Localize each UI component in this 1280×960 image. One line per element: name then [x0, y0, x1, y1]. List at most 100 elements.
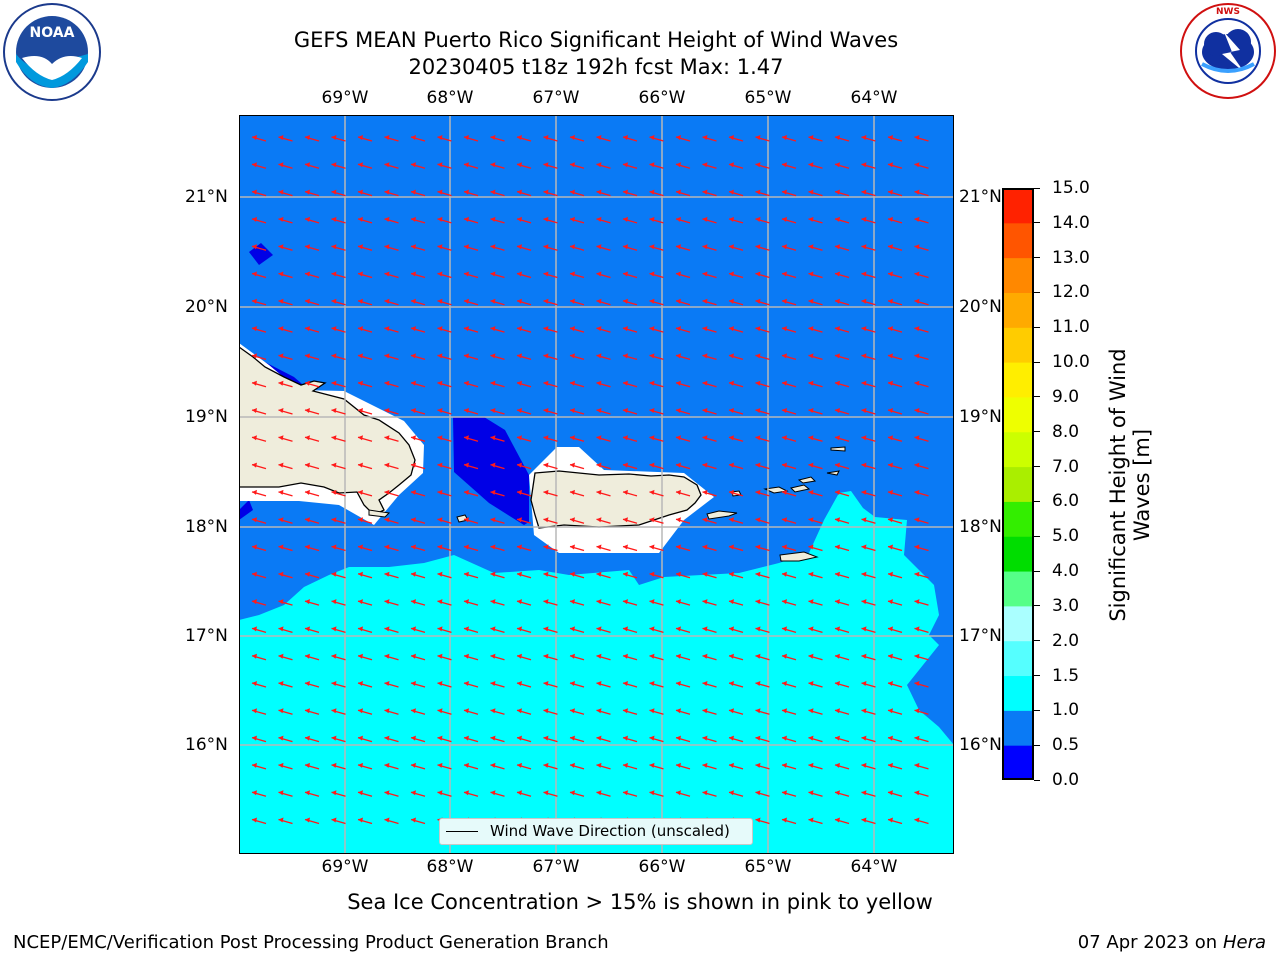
wave-direction-arrow	[437, 326, 452, 333]
wave-direction-arrow	[251, 162, 267, 169]
wave-direction-arrow	[887, 544, 903, 552]
wave-direction-arrow	[543, 599, 558, 606]
wave-direction-arrow	[834, 735, 850, 743]
wave-direction-arrow	[675, 408, 691, 415]
wave-direction-arrow	[251, 599, 267, 606]
wave-direction-arrow	[728, 599, 744, 606]
wave-direction-arrow	[357, 298, 373, 306]
wave-direction-arrow	[437, 435, 452, 442]
wave-direction-arrow	[304, 189, 320, 197]
colorbar-bin	[1002, 327, 1034, 363]
colorbar-tick-label: 3.0	[1052, 595, 1080, 616]
wave-direction-arrow	[808, 653, 823, 661]
wave-direction-arrow	[675, 790, 691, 797]
wave-direction-arrow	[702, 189, 717, 197]
wave-direction-arrow	[490, 298, 505, 306]
wave-direction-arrow	[622, 762, 638, 770]
wave-direction-arrow	[834, 653, 850, 661]
wave-direction-arrow	[490, 408, 505, 415]
wave-direction-arrow	[702, 162, 717, 169]
wave-direction-arrow	[675, 380, 691, 388]
st-croix-island	[779, 551, 819, 562]
map-legend: Wind Wave Direction (unscaled)	[439, 818, 753, 845]
wave-direction-arrow	[304, 435, 320, 442]
wave-direction-arrow	[622, 489, 638, 497]
wave-direction-arrow	[861, 353, 876, 361]
wave-direction-arrow	[808, 353, 823, 361]
footer-date: 07 Apr 2023 on Hera	[1078, 932, 1266, 953]
wave-direction-arrow	[861, 599, 876, 606]
wave-direction-arrow	[622, 735, 638, 743]
wave-direction-arrow	[914, 708, 929, 715]
wave-direction-arrow	[543, 790, 558, 797]
footer-branch: NCEP/EMC/Verification Post Processing Pr…	[13, 932, 609, 953]
wave-direction-arrow	[596, 626, 611, 634]
svg-text:NWS: NWS	[1216, 7, 1240, 17]
colorbar-tick-mark	[1034, 640, 1040, 642]
lon-label-bottom-67: 67°W	[532, 857, 580, 877]
wave-direction-arrow	[543, 162, 558, 169]
wave-direction-arrow	[463, 435, 479, 442]
wave-direction-arrow	[861, 462, 876, 470]
wave-direction-arrow	[861, 681, 876, 688]
wave-direction-arrow	[543, 544, 558, 552]
wave-direction-arrow	[357, 162, 373, 169]
wave-direction-arrow	[437, 762, 452, 770]
wave-direction-arrow	[278, 135, 293, 142]
wave-direction-arrow	[490, 162, 505, 169]
wave-direction-arrow	[410, 599, 426, 606]
wave-direction-arrow	[728, 571, 744, 579]
wave-direction-arrow	[251, 189, 267, 197]
low-wave-patch-north	[249, 243, 273, 265]
wave-direction-arrow	[834, 326, 850, 333]
wave-direction-arrow	[834, 162, 850, 169]
wave-direction-arrow	[755, 216, 770, 224]
wave-direction-arrow	[410, 298, 426, 306]
ocean-1-1p5m-fill	[239, 491, 954, 854]
wave-direction-arrow	[914, 489, 929, 497]
lat-label-right-17: 17°N	[959, 626, 1002, 646]
wave-direction-arrow	[834, 244, 850, 251]
wave-direction-arrow	[808, 790, 823, 797]
wave-direction-arrow	[914, 353, 929, 361]
wave-direction-arrow	[834, 817, 850, 825]
wave-direction-arrow	[437, 408, 452, 415]
colorbar-border	[1002, 188, 1034, 780]
wave-direction-arrow	[887, 681, 903, 688]
wave-direction-arrow	[887, 817, 903, 825]
wave-direction-arrow	[331, 189, 346, 197]
colorbar-tick-label: 1.5	[1052, 665, 1080, 686]
lat-label-left-19: 19°N	[185, 407, 228, 427]
wave-direction-arrow	[887, 353, 903, 361]
wave-direction-arrow	[357, 599, 373, 606]
wave-direction-arrow	[384, 544, 399, 552]
wave-direction-arrow	[569, 708, 585, 715]
wave-direction-arrow	[437, 380, 452, 388]
wave-direction-arrow	[543, 762, 558, 770]
wave-direction-arrow	[410, 462, 426, 470]
wave-direction-arrow	[649, 762, 664, 770]
wave-direction-arrow	[569, 216, 585, 224]
wave-direction-arrow	[914, 681, 929, 688]
wave-direction-arrow	[357, 817, 373, 825]
colorbar-tick-mark	[1034, 779, 1040, 781]
wave-direction-arrow	[278, 326, 293, 333]
wave-direction-arrow	[490, 271, 505, 279]
wave-direction-arrow	[543, 244, 558, 251]
wave-direction-arrow	[437, 681, 452, 688]
wave-direction-arrow	[357, 408, 373, 415]
wave-direction-arrow	[251, 408, 267, 415]
wave-direction-arrow	[569, 544, 585, 552]
wave-direction-arrow	[649, 653, 664, 661]
wave-direction-arrow	[675, 216, 691, 224]
wave-direction-arrow	[834, 216, 850, 224]
noaa-logo-icon: NOAA	[3, 3, 101, 101]
wave-direction-arrow	[437, 708, 452, 715]
wave-direction-arrow	[834, 408, 850, 415]
wave-direction-arrow	[569, 735, 585, 743]
wave-direction-arrow	[490, 790, 505, 797]
colorbar-bin	[1002, 257, 1034, 293]
wave-direction-arrow	[702, 435, 717, 442]
wave-direction-arrow	[569, 135, 585, 142]
wave-direction-arrow	[887, 599, 903, 606]
